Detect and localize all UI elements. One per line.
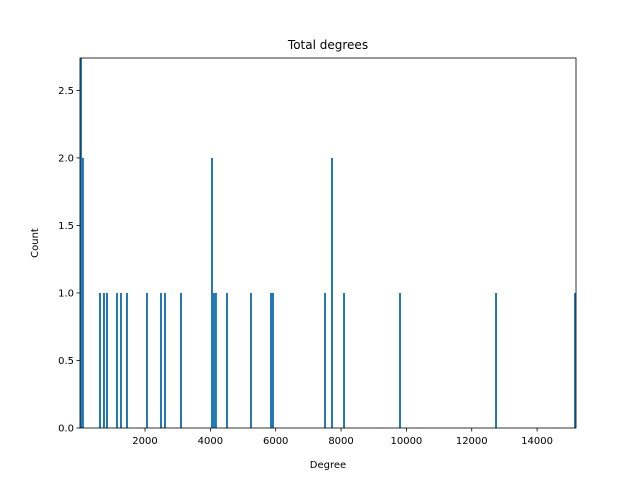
bar	[214, 292, 217, 428]
y-tick-label: 1.5	[58, 221, 74, 232]
x-tick-label: 14000	[521, 436, 553, 447]
y-axis-label: Count	[30, 228, 41, 258]
bar	[343, 292, 346, 428]
y-tick-label: 1.0	[58, 288, 74, 299]
y-tick-label: 0.5	[58, 356, 74, 367]
y-tick-label: 2.0	[58, 153, 74, 164]
bar	[399, 292, 401, 428]
bar	[81, 157, 84, 428]
bar	[324, 292, 326, 428]
bar	[80, 58, 82, 428]
bar	[164, 292, 166, 428]
x-tick-label: 6000	[263, 436, 288, 447]
bar	[574, 292, 576, 428]
bar	[212, 292, 215, 428]
bar	[145, 292, 148, 428]
y-tick-label: 0.0	[58, 424, 74, 435]
bar	[271, 292, 274, 428]
x-tick-label: 4000	[198, 436, 223, 447]
x-tick-label: 12000	[456, 436, 488, 447]
bar	[270, 292, 272, 428]
x-tick-label: 2000	[132, 436, 157, 447]
bar	[226, 292, 228, 428]
x-tick-label: 10000	[390, 436, 422, 447]
bar	[160, 292, 162, 428]
bar	[116, 292, 118, 428]
bar	[106, 292, 108, 428]
bar	[211, 157, 213, 428]
bar	[126, 292, 128, 428]
bar	[99, 292, 101, 428]
bar	[249, 292, 252, 428]
y-tick-label: 2.5	[58, 86, 74, 97]
bar	[103, 292, 105, 428]
x-tick-label: 8000	[328, 436, 353, 447]
bar	[180, 292, 182, 428]
bar	[331, 157, 333, 428]
chart-title: Total degrees	[287, 38, 368, 52]
bars	[80, 58, 576, 428]
x-axis-label: Degree	[310, 460, 346, 471]
bar	[495, 292, 497, 428]
bar	[119, 292, 122, 428]
axes-frame	[79, 57, 577, 429]
